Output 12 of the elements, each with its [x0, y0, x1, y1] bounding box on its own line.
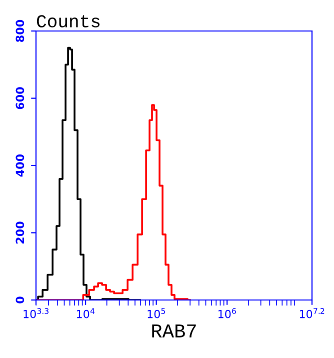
x-axis-title: RAB7	[152, 324, 196, 338]
x-tick-label: 10$^{4}$	[76, 308, 95, 318]
y-axis-title: Counts	[36, 15, 100, 28]
y-tick-label: 400	[16, 154, 24, 177]
x-tick-label: 10$^{5}$	[148, 308, 166, 318]
y-tick-label: 200	[16, 222, 24, 244]
x-tick-label: 10$^{6}$	[218, 308, 236, 318]
x-tick-label: 10$^{3.3}$	[24, 308, 48, 318]
x-tick-label: 10$^{7.2}$	[300, 308, 324, 318]
y-tick-label: 0	[16, 296, 24, 304]
y-tick-label: 600	[16, 87, 24, 110]
y-tick-label: 800	[16, 20, 24, 42]
